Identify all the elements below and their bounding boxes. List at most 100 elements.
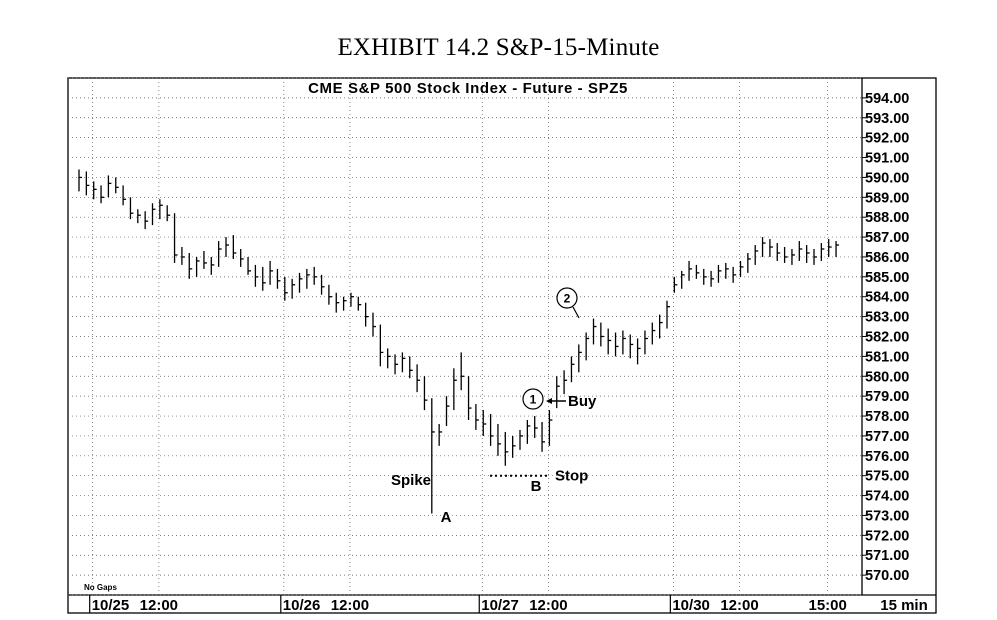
ohlc-bar bbox=[195, 256, 200, 277]
ohlc-bar bbox=[137, 209, 141, 224]
ohlc-bar bbox=[320, 274, 325, 295]
x-tick-label: 12:00 bbox=[720, 597, 758, 614]
ohlc-bar bbox=[835, 241, 840, 257]
x-tick-label: 12:00 bbox=[140, 597, 178, 614]
ohlc-bar bbox=[688, 260, 693, 281]
ohlc-bar bbox=[298, 272, 303, 293]
y-tick-label: 571.00 bbox=[865, 548, 909, 564]
y-tick-label: 587.00 bbox=[865, 230, 909, 246]
x-tick-label: 10/30 bbox=[672, 597, 710, 614]
point-b-label: B bbox=[531, 478, 542, 495]
ohlc-bar bbox=[666, 300, 670, 329]
ohlc-bar bbox=[798, 241, 803, 261]
ohlc-bar bbox=[394, 354, 399, 375]
ohlc-bar bbox=[181, 247, 185, 265]
y-tick-label: 573.00 bbox=[865, 508, 909, 524]
ohlc-bar bbox=[129, 197, 134, 220]
ohlc-bar bbox=[217, 241, 222, 267]
x-tick-label: 12:00 bbox=[331, 597, 369, 614]
ohlc-bar bbox=[93, 181, 97, 200]
y-tick-label: 577.00 bbox=[865, 429, 909, 445]
chart-title: CME S&P 500 Stock Index - Future - SPZ5 bbox=[308, 80, 628, 97]
ohlc-bar bbox=[364, 302, 369, 327]
ohlc-bar bbox=[225, 237, 229, 257]
ohlc-bar bbox=[710, 270, 715, 287]
ohlc-bar bbox=[203, 250, 207, 269]
y-tick-label: 594.00 bbox=[865, 91, 909, 107]
ohlc-bar bbox=[372, 312, 376, 337]
ohlc-bar bbox=[636, 338, 641, 365]
marker-2-pointer bbox=[572, 306, 580, 319]
y-tick-label: 574.00 bbox=[865, 489, 909, 505]
ohlc-bar bbox=[262, 266, 266, 291]
ohlc-bar bbox=[813, 249, 817, 265]
ohlc-bar bbox=[254, 264, 259, 287]
grid bbox=[68, 77, 862, 596]
ohlc-bar bbox=[335, 292, 340, 313]
ohlc-bar bbox=[754, 245, 759, 265]
ohlc-bar bbox=[563, 370, 568, 395]
y-tick-label: 579.00 bbox=[865, 389, 909, 405]
ohlc-bar bbox=[276, 268, 281, 289]
ohlc-bar bbox=[431, 398, 435, 514]
ohlc-bar bbox=[269, 260, 274, 285]
y-tick-label: 583.00 bbox=[865, 310, 909, 326]
point-a-label: A bbox=[441, 509, 452, 526]
ohlc-bar bbox=[151, 203, 156, 226]
ohlc-bar bbox=[78, 169, 82, 192]
ohlc-bar bbox=[761, 237, 766, 257]
ohlc-bar bbox=[313, 266, 318, 285]
ohlc-bar bbox=[416, 364, 421, 393]
ohlc-bar bbox=[614, 332, 619, 357]
ohlc-bar bbox=[401, 352, 406, 373]
ohlc-bar bbox=[489, 414, 494, 446]
ohlc-bar bbox=[783, 247, 788, 263]
ohlc-bar bbox=[107, 175, 112, 198]
y-tick-label: 585.00 bbox=[865, 270, 909, 286]
ohlc-bar bbox=[585, 332, 590, 361]
ohlc-bar bbox=[467, 376, 472, 421]
ohlc-bar bbox=[512, 435, 516, 458]
ohlc-bar bbox=[504, 431, 509, 466]
ohlc-bar bbox=[100, 185, 105, 204]
ohlc-bar bbox=[820, 243, 825, 261]
ohlc-bar bbox=[475, 404, 479, 430]
ohlc-bar bbox=[232, 235, 237, 259]
ohlc-bar bbox=[387, 348, 391, 369]
x-tick-label: 10/26 bbox=[283, 597, 321, 614]
ohlc-bar bbox=[629, 334, 634, 359]
annotations: Spike A Stop B 1 Buy 2 bbox=[391, 287, 597, 526]
y-tick-label: 588.00 bbox=[865, 210, 909, 226]
marker-circle-2 bbox=[556, 287, 578, 309]
ohlc-bar bbox=[247, 256, 252, 275]
ohlc-bar bbox=[460, 352, 465, 391]
marker-circle-1 bbox=[522, 388, 544, 410]
ohlc-bar bbox=[828, 239, 832, 257]
ohlc-bar bbox=[534, 416, 538, 438]
ohlc-bar bbox=[306, 268, 310, 289]
y-tick-label: 593.00 bbox=[865, 111, 909, 127]
ohlc-bar bbox=[350, 292, 354, 307]
y-tick-label: 581.00 bbox=[865, 349, 909, 365]
y-tick-label: 590.00 bbox=[865, 170, 909, 186]
stop-label: Stop bbox=[555, 468, 588, 485]
buy-arrowhead-icon bbox=[546, 398, 552, 404]
ohlc-bar bbox=[240, 249, 244, 267]
ohlc-bar bbox=[541, 422, 546, 452]
ohlc-bar bbox=[519, 429, 523, 450]
y-tick-label: 584.00 bbox=[865, 290, 909, 306]
y-tick-label: 576.00 bbox=[865, 449, 909, 465]
ohlc-bar bbox=[791, 249, 795, 265]
ohlc-bar bbox=[173, 213, 178, 263]
ohlc-bar bbox=[703, 268, 707, 285]
ohlc-bar bbox=[85, 171, 90, 196]
chart-frame bbox=[67, 77, 937, 614]
x-tick-label: 10/25 bbox=[92, 597, 130, 614]
ohlc-bar bbox=[166, 205, 171, 222]
ohlc-bar bbox=[291, 278, 296, 299]
ohlc-bar bbox=[423, 376, 428, 411]
ohlc-bar bbox=[144, 211, 149, 230]
ohlc-bar bbox=[453, 368, 457, 411]
ohlc-bar bbox=[122, 185, 127, 206]
